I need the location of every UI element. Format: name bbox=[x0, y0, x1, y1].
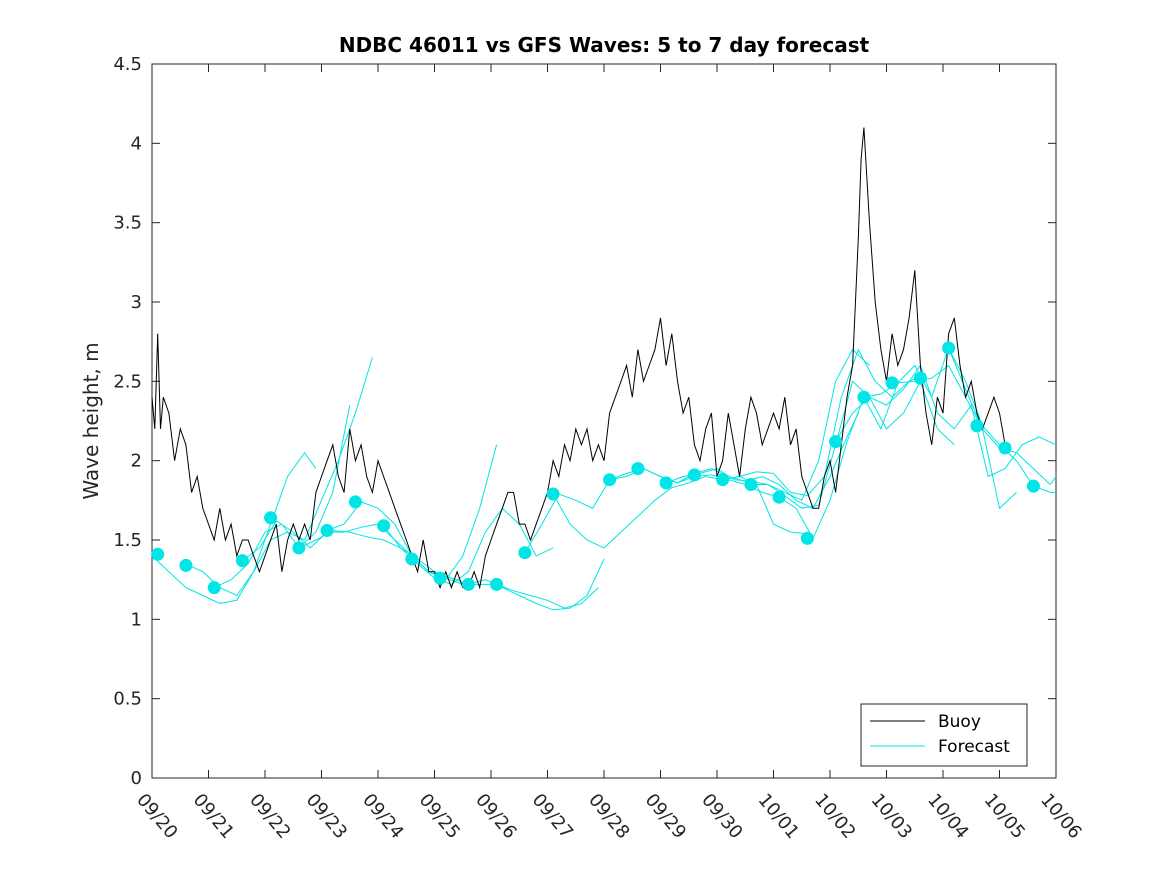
forecast-marker bbox=[433, 571, 447, 585]
x-tick-label: 09/22 bbox=[245, 790, 294, 843]
forecast-marker bbox=[942, 341, 956, 355]
legend-box bbox=[860, 703, 1028, 767]
forecast-run-line bbox=[242, 444, 498, 581]
legend: Buoy Forecast bbox=[860, 703, 1028, 767]
x-tick-label: 09/21 bbox=[189, 790, 238, 843]
x-tick-label: 09/29 bbox=[641, 790, 690, 843]
legend-forecast-label: Forecast bbox=[938, 737, 1010, 757]
y-axis: 0 0.5 1 1.5 2 2.5 3 3.5 4 4.5 bbox=[113, 54, 1056, 789]
y-tick-label: 2.5 bbox=[113, 371, 142, 392]
x-tick-label: 09/27 bbox=[528, 790, 577, 843]
x-tick-label: 10/01 bbox=[754, 790, 803, 843]
buoy-line bbox=[151, 127, 1006, 590]
forecast-marker bbox=[631, 462, 645, 476]
forecast-marker bbox=[687, 468, 701, 482]
x-tick-label: 09/20 bbox=[132, 790, 181, 843]
forecast-marker bbox=[885, 376, 899, 390]
forecast-markers bbox=[151, 341, 1040, 595]
x-tick-label: 10/05 bbox=[980, 790, 1029, 843]
legend-buoy-label: Buoy bbox=[938, 712, 981, 732]
y-tick-label: 3 bbox=[131, 292, 142, 313]
forecast-marker bbox=[829, 435, 843, 449]
forecast-marker bbox=[179, 558, 193, 572]
x-tick-label: 09/30 bbox=[697, 790, 746, 843]
forecast-marker bbox=[377, 519, 391, 533]
forecast-marker bbox=[235, 554, 249, 568]
forecast-marker bbox=[603, 473, 617, 487]
forecast-run-line bbox=[835, 364, 1057, 478]
y-tick-label: 1.5 bbox=[113, 530, 142, 551]
y-tick-label: 1 bbox=[131, 609, 142, 630]
forecast-marker bbox=[800, 531, 814, 545]
forecast-marker bbox=[913, 371, 927, 385]
forecast-marker bbox=[348, 495, 362, 509]
x-tick-label: 09/28 bbox=[584, 790, 633, 843]
forecast-marker bbox=[461, 577, 475, 591]
forecast-marker bbox=[857, 390, 871, 404]
forecast-marker bbox=[659, 476, 673, 490]
forecast-run-line bbox=[552, 475, 808, 549]
forecast-marker bbox=[405, 552, 419, 566]
x-tick-label: 10/03 bbox=[867, 790, 916, 843]
forecast-marker bbox=[264, 511, 278, 525]
forecast-run-line bbox=[151, 451, 317, 605]
buoy-series bbox=[151, 127, 1006, 590]
y-tick-label: 0.5 bbox=[113, 689, 142, 710]
forecast-run-line bbox=[298, 507, 554, 585]
forecast-marker bbox=[744, 478, 758, 491]
forecast-marker bbox=[151, 547, 165, 561]
y-tick-label: 4.5 bbox=[113, 54, 142, 75]
forecast-marker bbox=[490, 577, 504, 591]
forecast-marker bbox=[1026, 479, 1040, 493]
plot-area bbox=[151, 63, 1057, 779]
forecast-marker bbox=[292, 541, 306, 555]
y-tick-label: 2 bbox=[131, 451, 142, 472]
forecast-marker bbox=[546, 487, 560, 501]
x-tick-label: 10/02 bbox=[810, 790, 859, 843]
x-tick-label: 10/04 bbox=[923, 790, 972, 843]
y-tick-label: 0 bbox=[131, 768, 142, 789]
forecast-marker bbox=[320, 524, 334, 537]
x-tick-label: 09/26 bbox=[471, 790, 520, 843]
forecast-marker bbox=[970, 419, 984, 433]
y-tick-label: 4 bbox=[131, 133, 142, 154]
y-axis-label: Wave height, m bbox=[79, 342, 103, 499]
forecast-marker bbox=[772, 490, 786, 504]
y-tick-label: 3.5 bbox=[113, 213, 142, 234]
forecast-marker bbox=[518, 546, 532, 560]
forecast-marker bbox=[207, 581, 221, 595]
x-tick-label: 10/06 bbox=[1036, 790, 1085, 843]
x-tick-label: 09/23 bbox=[302, 790, 351, 843]
x-tick-label: 09/24 bbox=[358, 790, 407, 843]
forecast-marker bbox=[716, 473, 730, 487]
forecast-marker bbox=[998, 441, 1012, 455]
chart-title: NDBC 46011 vs GFS Waves: 5 to 7 day fore… bbox=[339, 33, 870, 57]
x-tick-label: 09/25 bbox=[415, 790, 464, 843]
